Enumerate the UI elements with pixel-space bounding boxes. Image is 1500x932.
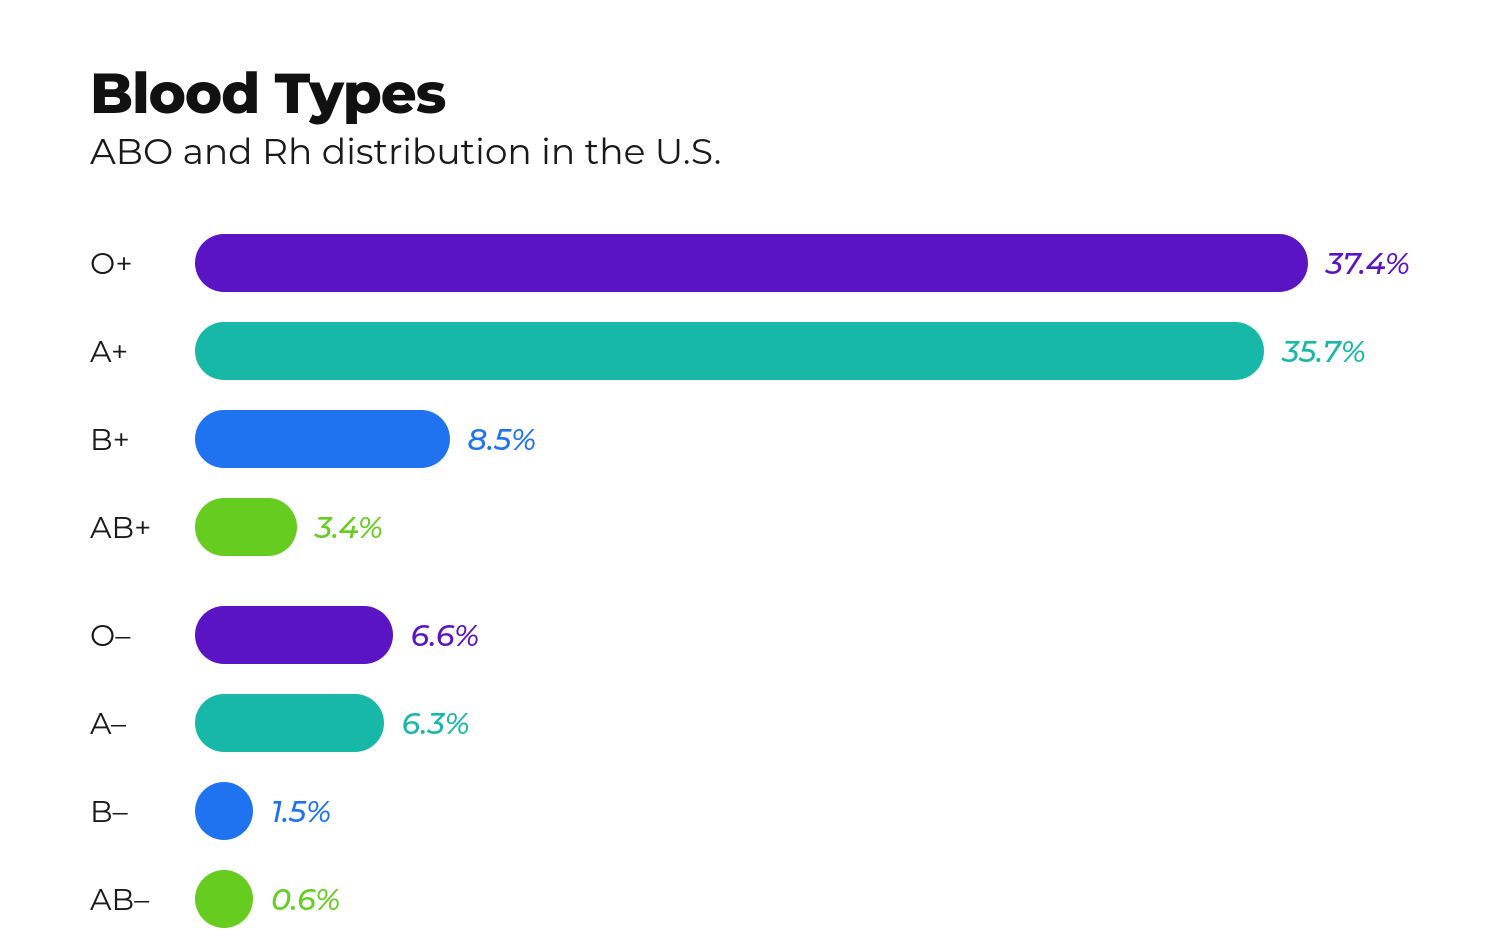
bar [195,498,297,556]
category-label: AB– [90,881,195,918]
value-label: 1.5% [271,793,331,830]
bar-row: AB+ 3.4% [90,498,1410,556]
value-label: 37.4% [1326,245,1410,282]
bar-row: B– 1.5% [90,782,1410,840]
category-label: O– [90,617,195,654]
bar [195,694,384,752]
bar [195,234,1308,292]
bar [195,410,450,468]
value-label: 8.5% [468,421,537,458]
value-label: 6.6% [411,617,480,654]
value-label: 3.4% [315,509,383,546]
bar-row: B+ 8.5% [90,410,1410,468]
bar-row: A– 6.3% [90,694,1410,752]
category-label: B– [90,793,195,830]
bar-row: AB– 0.6% [90,870,1410,928]
bar [195,870,253,928]
value-label: 0.6% [271,881,340,918]
bar-row: A+ 35.7% [90,322,1410,380]
category-label: AB+ [90,509,195,546]
category-label: A+ [90,333,195,370]
blood-type-bar-chart: O+ 37.4% A+ 35.7% B+ 8.5% AB+ 3.4% O– 6.6% A– 6.3% B… [90,234,1410,928]
category-label: O+ [90,245,195,282]
bar [195,606,393,664]
chart-subtitle: ABO and Rh distribution in the U.S. [90,130,1410,174]
value-label: 35.7% [1282,333,1366,370]
bar [195,782,253,840]
value-label: 6.3% [402,705,470,742]
bar-row: O+ 37.4% [90,234,1410,292]
chart-title: Blood Types [90,60,1410,128]
bar [195,322,1264,380]
category-label: B+ [90,421,195,458]
bar-row: O– 6.6% [90,606,1410,664]
category-label: A– [90,705,195,742]
